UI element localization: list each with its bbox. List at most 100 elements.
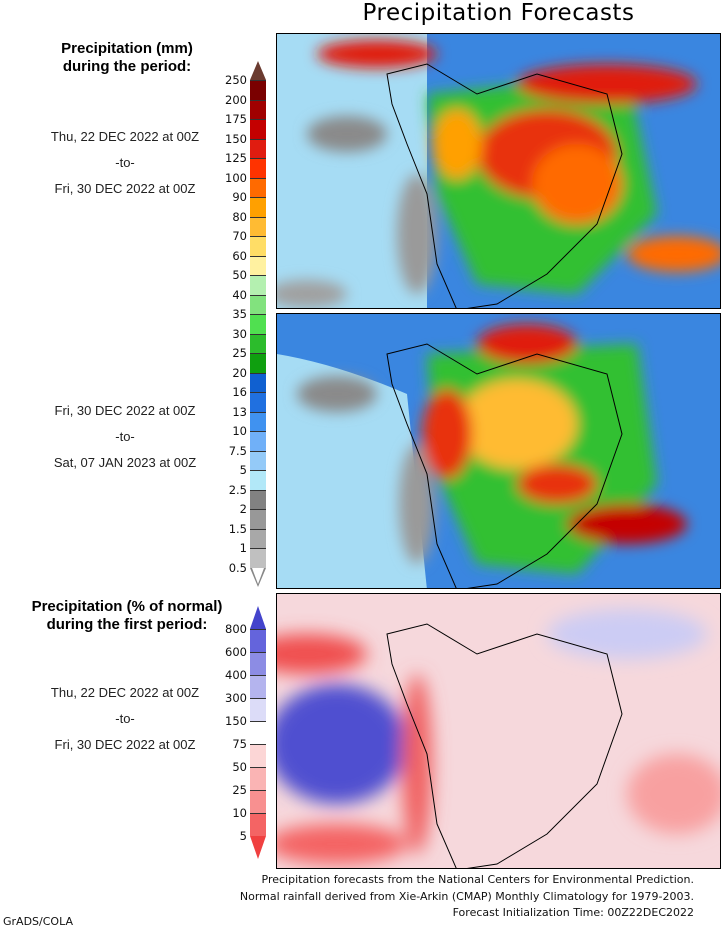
anomaly-colorbar-tick-label: 600: [225, 645, 247, 659]
period1-to: Fri, 30 DEC 2022 at 00Z: [54, 181, 196, 196]
anomaly-colorbar-segment: [250, 721, 266, 744]
precip-colorbar-arrow-bottom-fill: [251, 567, 264, 584]
precip-colorbar-segment: [250, 197, 266, 217]
anomaly-colorbar-tick-label: 25: [232, 783, 247, 797]
anomaly-colorbar-arrow-bottom: [250, 836, 266, 859]
precip-colorbar-segment: [250, 80, 266, 100]
footer-line2: Normal rainfall derived from Xie-Arkin (…: [239, 889, 694, 903]
anomaly-colorbar-tick-label: 75: [232, 737, 247, 751]
precip-colorbar-tick-label: 175: [225, 112, 247, 126]
precip-colorbar-segment: [250, 450, 266, 470]
precip-colorbar-tick-label: 70: [232, 229, 247, 243]
precip-colorbar-tick-label: 90: [232, 190, 247, 204]
precip-colorbar-tick-label: 10: [232, 424, 247, 438]
precip-colorbar-segment: [250, 236, 266, 256]
anomaly-colorbar-segment: [250, 698, 266, 721]
precip-header-line1: Precipitation (mm): [61, 40, 193, 57]
precip-colorbar-tick-label: 50: [232, 268, 247, 282]
precip-colorbar-segment: [250, 294, 266, 314]
precip-colorbar-segment: [250, 255, 266, 275]
anomaly-colorbar-segment: [250, 790, 266, 813]
anomaly-colorbar-segment: [250, 813, 266, 836]
anomaly-colorbar-tick-label: 150: [225, 714, 247, 728]
anomaly-colorbar-tick-label: 400: [225, 668, 247, 682]
precip-colorbar-segment: [250, 119, 266, 139]
precip-colorbar-segment: [250, 353, 266, 373]
period2-sep: -to-: [115, 429, 135, 444]
precip-colorbar-tick-label: 25: [232, 346, 247, 360]
anomaly-colorbar-arrow-top: [250, 606, 266, 629]
period2-to: Sat, 07 JAN 2023 at 00Z: [53, 455, 197, 470]
anomaly-colorbar: 800 600 400 300 150 75 50 25 10 5: [220, 604, 275, 860]
precip-colorbar-tick-label: 30: [232, 326, 247, 341]
anomaly-map: [276, 593, 721, 869]
precip-colorbar-segment: [250, 470, 266, 490]
precip-colorbar-arrow-top: [250, 60, 266, 80]
anomaly-colorbar-tick-label: 300: [225, 691, 247, 705]
precip-colorbar-tick-label: 100: [225, 170, 247, 185]
period1-label: Thu, 22 DEC 2022 at 00Z -to- Fri, 30 DEC 2…: [0, 124, 250, 202]
period1-sep: -to-: [115, 155, 135, 170]
precip-header-line2: during the period:: [62, 58, 192, 75]
precip-colorbar: 250 200 175 150 125 100 90 80 70 60 50 40 35 30 25 20 16…: [220, 58, 275, 587]
precip-colorbar-segment: [250, 411, 266, 431]
anom-header-line2: during the first period:: [46, 616, 208, 633]
precip-colorbar-segment: [250, 509, 266, 529]
precip-map-period2: [276, 313, 721, 589]
precip-colorbar-tick-label: 250: [225, 73, 247, 87]
precip-colorbar-tick-label: 125: [225, 151, 247, 165]
footer-line1: Precipitation forecasts from the Nationa…: [261, 873, 695, 886]
precip-colorbar-tick-label: 35: [232, 307, 247, 321]
precip-colorbar-segment: [250, 548, 266, 568]
precip-colorbar-segment: [250, 177, 266, 197]
precip-colorbar-segment: [250, 216, 266, 236]
precip-colorbar-tick-label: 40: [232, 287, 247, 302]
anom-header-line1: Precipitation (% of normal): [31, 598, 223, 615]
precip-colorbar-tick-label: 20: [232, 365, 247, 380]
anomaly-colorbar-segment: [250, 675, 266, 698]
precip-colorbar-segment: [250, 138, 266, 158]
anomaly-colorbar-segment: [250, 767, 266, 790]
precip-colorbar-segment: [250, 99, 266, 119]
precip-colorbar-segment: [250, 314, 266, 334]
precip-colorbar-segment: [250, 528, 266, 548]
anomaly-colorbar-segment: [250, 629, 266, 652]
precip-colorbar-tick-label: 5: [239, 463, 247, 477]
page-title: Precipitation Forecasts: [362, 0, 635, 26]
anomaly-colorbar-tick-label: 10: [232, 806, 247, 820]
precip-map-period1: [276, 33, 721, 309]
anomaly-colorbar-tick-label: 800: [225, 622, 247, 636]
precip-colorbar-tick-label: 2: [239, 502, 247, 516]
period3-sep: -to-: [115, 711, 135, 726]
credit: GrADS/COLA: [3, 915, 73, 928]
precip-colorbar-segment: [250, 392, 266, 412]
precip-colorbar-segment: [250, 372, 266, 392]
period3-label: Thu, 22 DEC 2022 at 00Z -to- Fri, 30 DEC 2…: [0, 680, 250, 758]
precip-colorbar-tick-label: 2.5: [228, 482, 247, 497]
period1-from: Thu, 22 DEC 2022 at 00Z: [50, 129, 200, 144]
precip-colorbar-tick-label: 0.5: [228, 560, 247, 575]
precip-colorbar-segment: [250, 489, 266, 509]
precip-colorbar-segment: [250, 333, 266, 353]
precip-colorbar-tick-label: 80: [232, 209, 247, 224]
precip-colorbar-tick-label: 7.5: [228, 443, 247, 458]
precip-colorbar-segment: [250, 158, 266, 178]
precip-colorbar-tick-label: 150: [225, 131, 247, 146]
anomaly-colorbar-segment: [250, 744, 266, 767]
period3-from: Thu, 22 DEC 2022 at 00Z: [50, 685, 200, 700]
footer-notes: Precipitation forecasts from the Nationa…: [240, 872, 694, 922]
precip-colorbar-tick-label: 16: [232, 385, 247, 399]
period3-to: Fri, 30 DEC 2022 at 00Z: [54, 737, 196, 752]
precip-colorbar-tick-label: 200: [225, 92, 247, 107]
anomaly-colorbar-segment: [250, 652, 266, 675]
precip-colorbar-tick-label: 13: [232, 404, 247, 419]
precip-colorbar-segment: [250, 275, 266, 295]
period2-from: Fri, 30 DEC 2022 at 00Z: [54, 403, 196, 418]
precip-colorbar-tick-label: 60: [232, 248, 247, 263]
anomaly-colorbar-tick-label: 5: [239, 829, 247, 843]
anom-header: Precipitation (% of normal) during the fi…: [0, 598, 254, 634]
footer-init-time: Forecast Initialization Time: 00Z22DEC20…: [452, 906, 694, 919]
precip-colorbar-segment: [250, 431, 266, 451]
precip-colorbar-tick-label: 1.5: [228, 521, 247, 536]
anomaly-colorbar-tick-label: 50: [232, 760, 247, 774]
